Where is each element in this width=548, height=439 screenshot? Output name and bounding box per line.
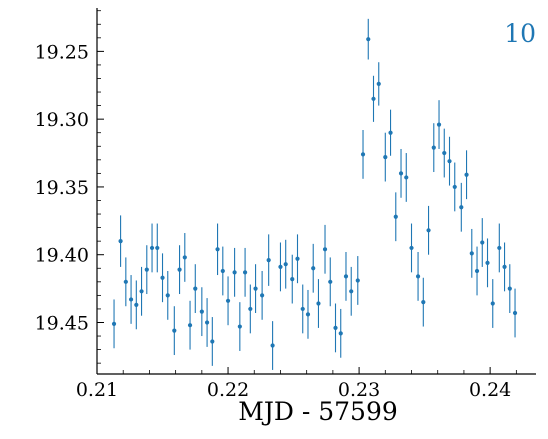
data-point — [426, 228, 431, 233]
data-point — [316, 301, 321, 306]
data-point — [404, 175, 409, 180]
data-point — [128, 297, 134, 302]
data-point — [371, 96, 376, 101]
data-point — [452, 184, 457, 190]
data-point — [512, 310, 518, 316]
data-point — [118, 239, 123, 244]
data-point — [459, 205, 464, 210]
data-point — [260, 293, 265, 298]
data-point — [464, 172, 469, 177]
x-tick-label: 0.24 — [469, 379, 511, 401]
data-point — [447, 159, 452, 164]
data-point — [242, 270, 248, 275]
data-point — [123, 279, 128, 284]
y-tick-label: 19.35 — [35, 177, 89, 199]
data-point — [111, 321, 117, 326]
data-point — [333, 325, 338, 331]
data-point — [266, 258, 271, 263]
data-point — [311, 266, 316, 271]
data-point — [366, 37, 371, 42]
data-point — [442, 150, 447, 156]
data-point — [300, 306, 305, 312]
data-point — [485, 260, 490, 265]
data-point — [338, 331, 343, 336]
data-series — [111, 18, 518, 370]
x-axis-title: MJD - 57599 — [238, 397, 398, 426]
data-point — [490, 301, 495, 306]
data-point — [295, 256, 300, 261]
data-point — [177, 267, 182, 272]
data-point — [480, 240, 485, 245]
data-point — [199, 309, 204, 314]
data-point — [134, 302, 139, 307]
data-point — [421, 300, 426, 305]
data-point — [360, 152, 366, 157]
data-point — [139, 289, 144, 294]
data-point — [248, 306, 253, 312]
data-point — [415, 274, 421, 279]
data-point — [305, 312, 311, 317]
x-tick-label: 0.23 — [338, 379, 380, 401]
data-point — [497, 245, 502, 251]
data-point — [232, 270, 237, 275]
x-tick-label: 0.21 — [76, 379, 118, 401]
y-tick-label: 19.30 — [35, 109, 89, 131]
data-point — [204, 320, 210, 325]
data-point — [220, 268, 225, 274]
data-point — [165, 293, 170, 298]
data-point — [270, 343, 275, 348]
data-point — [388, 130, 393, 135]
data-point — [182, 255, 187, 260]
data-point — [507, 286, 512, 291]
data-point — [172, 328, 177, 333]
panel-label: 10 — [504, 19, 536, 48]
y-axis: 19.25 19.30 19.35 19.40 19.45 — [35, 10, 104, 364]
data-point — [376, 81, 381, 87]
data-point — [328, 279, 333, 284]
y-tick-label: 19.25 — [35, 41, 89, 63]
data-point — [253, 286, 258, 291]
data-point — [160, 275, 165, 280]
plot-area — [96, 8, 536, 375]
data-point — [225, 298, 231, 303]
data-point — [409, 245, 414, 251]
data-point — [144, 267, 149, 272]
data-point — [393, 214, 398, 219]
x-tick-label: 0.22 — [207, 379, 249, 401]
data-point — [383, 155, 388, 160]
data-point — [193, 286, 198, 291]
data-point — [343, 274, 349, 279]
data-point — [149, 245, 155, 251]
data-point — [355, 278, 360, 283]
data-point — [215, 247, 220, 252]
data-point — [237, 324, 242, 329]
y-tick-label: 19.45 — [35, 312, 89, 334]
data-point — [290, 277, 295, 282]
data-point — [278, 264, 283, 270]
data-point — [187, 323, 193, 328]
data-point — [155, 245, 160, 251]
data-point — [502, 264, 507, 270]
data-point — [283, 262, 288, 267]
data-point — [431, 145, 436, 150]
data-point — [210, 339, 215, 344]
y-tick-label: 19.40 — [35, 245, 89, 267]
data-point — [469, 251, 474, 256]
data-point — [436, 122, 442, 127]
data-point — [322, 247, 328, 252]
x-axis: 0.21 0.22 0.23 0.24 — [76, 367, 517, 401]
data-point — [398, 171, 404, 176]
data-point — [349, 289, 354, 294]
data-point — [474, 268, 480, 274]
